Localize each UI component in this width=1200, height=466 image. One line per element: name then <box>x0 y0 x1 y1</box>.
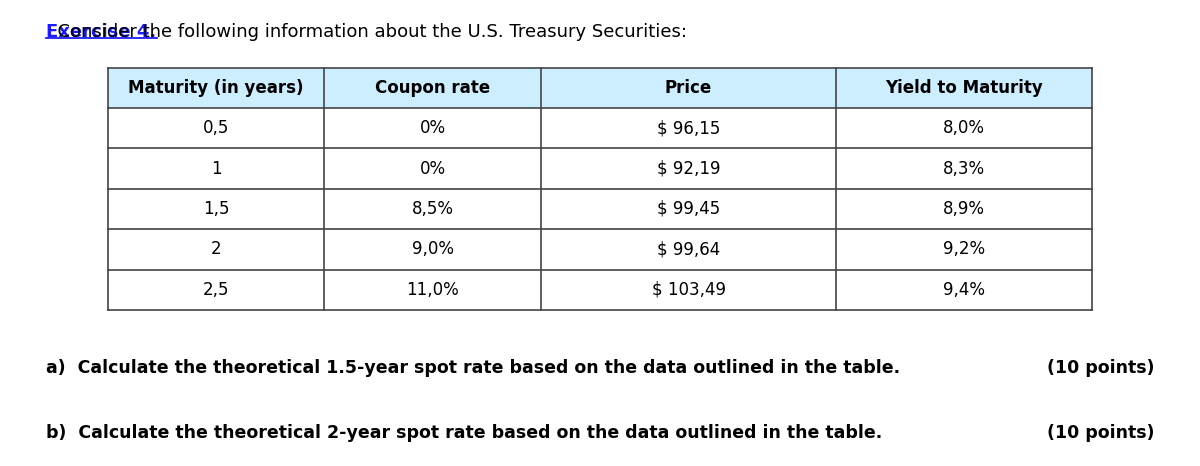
Text: (10 points): (10 points) <box>1046 424 1154 442</box>
Text: Yield to Maturity: Yield to Maturity <box>886 79 1043 97</box>
Text: (10 points): (10 points) <box>1046 359 1154 377</box>
Text: 0,5: 0,5 <box>203 119 229 137</box>
Text: Consider the following information about the U.S. Treasury Securities:: Consider the following information about… <box>46 23 686 41</box>
Text: $ 99,45: $ 99,45 <box>656 200 720 218</box>
Text: Exercise 4.: Exercise 4. <box>46 23 156 41</box>
Text: 0%: 0% <box>420 119 445 137</box>
Text: 9,2%: 9,2% <box>943 240 985 258</box>
Text: Coupon rate: Coupon rate <box>376 79 491 97</box>
Text: $ 103,49: $ 103,49 <box>652 281 726 299</box>
Text: a)  Calculate the theoretical 1.5-year spot rate based on the data outlined in t: a) Calculate the theoretical 1.5-year sp… <box>46 359 900 377</box>
Text: $ 99,64: $ 99,64 <box>656 240 720 258</box>
Bar <box>108 148 1092 189</box>
Text: 8,9%: 8,9% <box>943 200 985 218</box>
Text: 2: 2 <box>211 240 222 258</box>
Text: 11,0%: 11,0% <box>407 281 460 299</box>
Bar <box>108 189 1092 229</box>
Text: 1,5: 1,5 <box>203 200 229 218</box>
Text: 8,5%: 8,5% <box>412 200 454 218</box>
Text: 9,4%: 9,4% <box>943 281 985 299</box>
Bar <box>108 269 1092 310</box>
Text: 2,5: 2,5 <box>203 281 229 299</box>
Text: Maturity (in years): Maturity (in years) <box>128 79 304 97</box>
Bar <box>108 108 1092 148</box>
Bar <box>108 229 1092 269</box>
Text: b)  Calculate the theoretical 2-year spot rate based on the data outlined in the: b) Calculate the theoretical 2-year spot… <box>46 424 882 442</box>
Text: 1: 1 <box>211 159 222 178</box>
Text: 8,3%: 8,3% <box>943 159 985 178</box>
Text: Price: Price <box>665 79 712 97</box>
Text: $ 96,15: $ 96,15 <box>656 119 720 137</box>
Bar <box>108 68 1092 108</box>
Text: 9,0%: 9,0% <box>412 240 454 258</box>
Text: $ 92,19: $ 92,19 <box>656 159 720 178</box>
Text: 8,0%: 8,0% <box>943 119 985 137</box>
Text: 0%: 0% <box>420 159 445 178</box>
